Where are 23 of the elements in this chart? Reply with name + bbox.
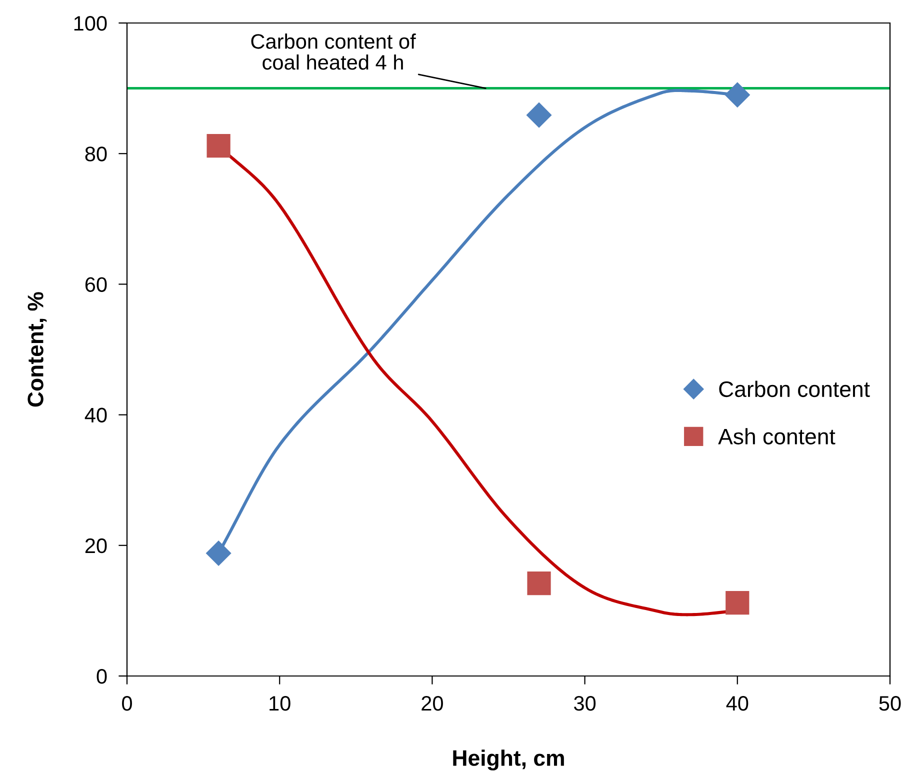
x-tick-label: 50 (879, 696, 901, 711)
point (527, 571, 551, 596)
point (724, 82, 750, 108)
x-tick-label: 0 (122, 696, 132, 711)
annotation: Carbon content of coal heated 4 h (251, 34, 416, 70)
point (526, 102, 552, 128)
x-tick-label: 10 (270, 696, 290, 711)
y-tick-label: 100 (74, 16, 107, 31)
legend-label: Carbon content (719, 380, 870, 398)
point (726, 591, 750, 615)
y-tick-label: 60 (85, 277, 107, 292)
y-axis-title: Content, % (28, 292, 47, 407)
x-tick-label: 40 (726, 696, 748, 711)
y-tick-label: 20 (85, 538, 107, 554)
y-tick-label: 0 (96, 669, 107, 684)
point (206, 134, 230, 158)
point (206, 540, 232, 566)
x-tick-label: 20 (422, 696, 443, 711)
y-tick-label: 80 (85, 146, 107, 162)
legend-label: Ash content (718, 428, 836, 444)
y-tick-label: 40 (84, 408, 107, 423)
x-tick-label: 30 (574, 696, 596, 711)
x-axis-title: Height, cm (453, 750, 564, 770)
